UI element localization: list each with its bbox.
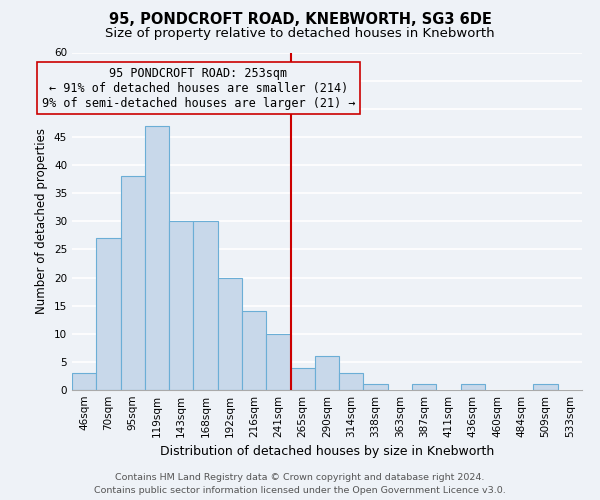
Bar xyxy=(315,356,339,390)
Bar xyxy=(364,384,388,390)
Bar xyxy=(72,373,96,390)
Text: Size of property relative to detached houses in Knebworth: Size of property relative to detached ho… xyxy=(105,28,495,40)
Bar xyxy=(461,384,485,390)
Text: Contains HM Land Registry data © Crown copyright and database right 2024.
Contai: Contains HM Land Registry data © Crown c… xyxy=(94,474,506,495)
Y-axis label: Number of detached properties: Number of detached properties xyxy=(35,128,49,314)
Bar xyxy=(533,384,558,390)
Bar xyxy=(412,384,436,390)
X-axis label: Distribution of detached houses by size in Knebworth: Distribution of detached houses by size … xyxy=(160,446,494,458)
Bar xyxy=(169,221,193,390)
Bar xyxy=(121,176,145,390)
Bar xyxy=(193,221,218,390)
Text: 95, PONDCROFT ROAD, KNEBWORTH, SG3 6DE: 95, PONDCROFT ROAD, KNEBWORTH, SG3 6DE xyxy=(109,12,491,28)
Bar xyxy=(266,334,290,390)
Bar xyxy=(290,368,315,390)
Bar xyxy=(242,311,266,390)
Bar xyxy=(145,126,169,390)
Bar xyxy=(339,373,364,390)
Text: 95 PONDCROFT ROAD: 253sqm
← 91% of detached houses are smaller (214)
9% of semi-: 95 PONDCROFT ROAD: 253sqm ← 91% of detac… xyxy=(41,66,355,110)
Bar xyxy=(96,238,121,390)
Bar xyxy=(218,278,242,390)
